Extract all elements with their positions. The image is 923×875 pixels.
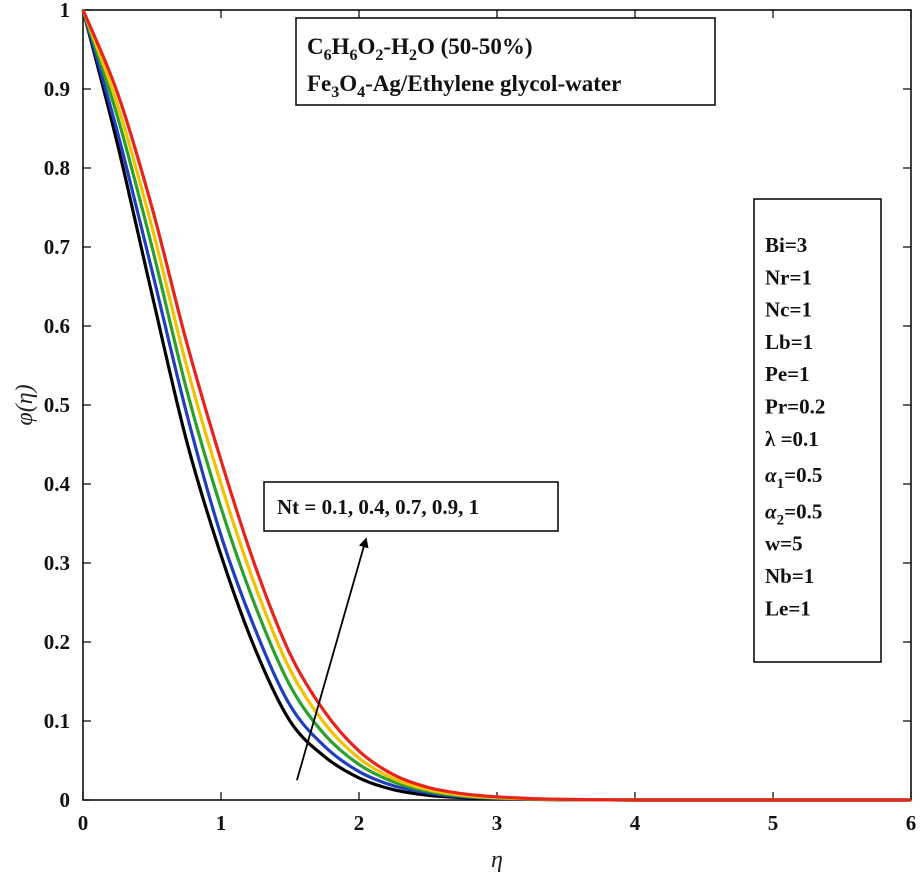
y-axis-title: φ(η) [12,384,38,425]
fluid-formula-line: C6H6O2-H2O (50-50%) [307,34,533,64]
parameter-item: Le=1 [765,596,811,620]
tick-labels: 0 1 2 3 4 5 6 0 0.1 0.2 0.3 0.4 0.5 0.6 0.7 0.8 0.9 1 [44,0,917,835]
parameter-item: α1=0.5 [765,463,822,492]
y-tick-label: 0.9 [44,77,70,101]
parameter-item: Nb=1 [765,564,814,588]
y-tick-label: 0.1 [44,709,70,733]
parameter-item: Pe=1 [765,362,810,386]
nt-label-box: Nt = 0.1, 0.4, 0.7, 0.9, 1 [263,481,559,532]
hybrid-nanofluid-line: Fe3O4-Ag/Ethylene glycol-water [307,71,621,101]
series-lines [81,9,911,802]
parameter-frame [753,198,882,663]
y-tick-label: 0.8 [44,156,70,180]
parameter-item: Pr=0.2 [765,395,825,419]
parameter-list: Bi=3 Nr=1 Nc=1 Lb=1 Pe=1 Pr=0.2 λ =0.1 α1=0.5 α2… [765,233,825,620]
parameter-item: Lb=1 [765,330,813,354]
series-line-5 [81,9,911,802]
parameter-item: λ =0.1 [765,427,819,451]
y-tick-label: 0.2 [44,630,70,654]
x-tick-label: 1 [216,811,227,835]
parameter-item: Nr=1 [765,265,812,289]
x-tick-label: 3 [492,811,503,835]
parameter-item: w=5 [765,532,803,556]
nt-label: Nt = 0.1, 0.4, 0.7, 0.9, 1 [277,495,479,519]
parameter-item: Nc=1 [765,298,812,322]
x-tick-label: 0 [78,811,89,835]
y-tick-label: 0.6 [44,314,70,338]
increase-arrow [296,537,369,781]
y-tick-label: 0 [60,788,71,812]
y-tick-label: 0.4 [44,472,71,496]
x-tick-label: 4 [630,811,641,835]
y-tick-label: 0.5 [44,393,70,417]
y-tick-label: 0.3 [44,551,70,575]
y-tick-label: 0.7 [44,235,70,259]
nt-label-frame [263,481,559,532]
x-tick-label: 2 [354,811,365,835]
parameter-box: Bi=3 Nr=1 Nc=1 Lb=1 Pe=1 Pr=0.2 λ =0.1 α1=0.5 α2… [753,198,882,663]
x-tick-label: 6 [906,811,917,835]
y-tick-label: 1 [60,0,71,22]
parameter-item: α2=0.5 [765,499,822,528]
fluid-info-box: C6H6O2-H2O (50-50%) Fe3O4-Ag/Ethylene gl… [295,17,716,106]
x-tick-label: 5 [768,811,779,835]
parameter-item: Bi=3 [765,233,807,257]
x-axis-title: η [491,847,503,873]
fluid-info-frame [295,17,716,106]
